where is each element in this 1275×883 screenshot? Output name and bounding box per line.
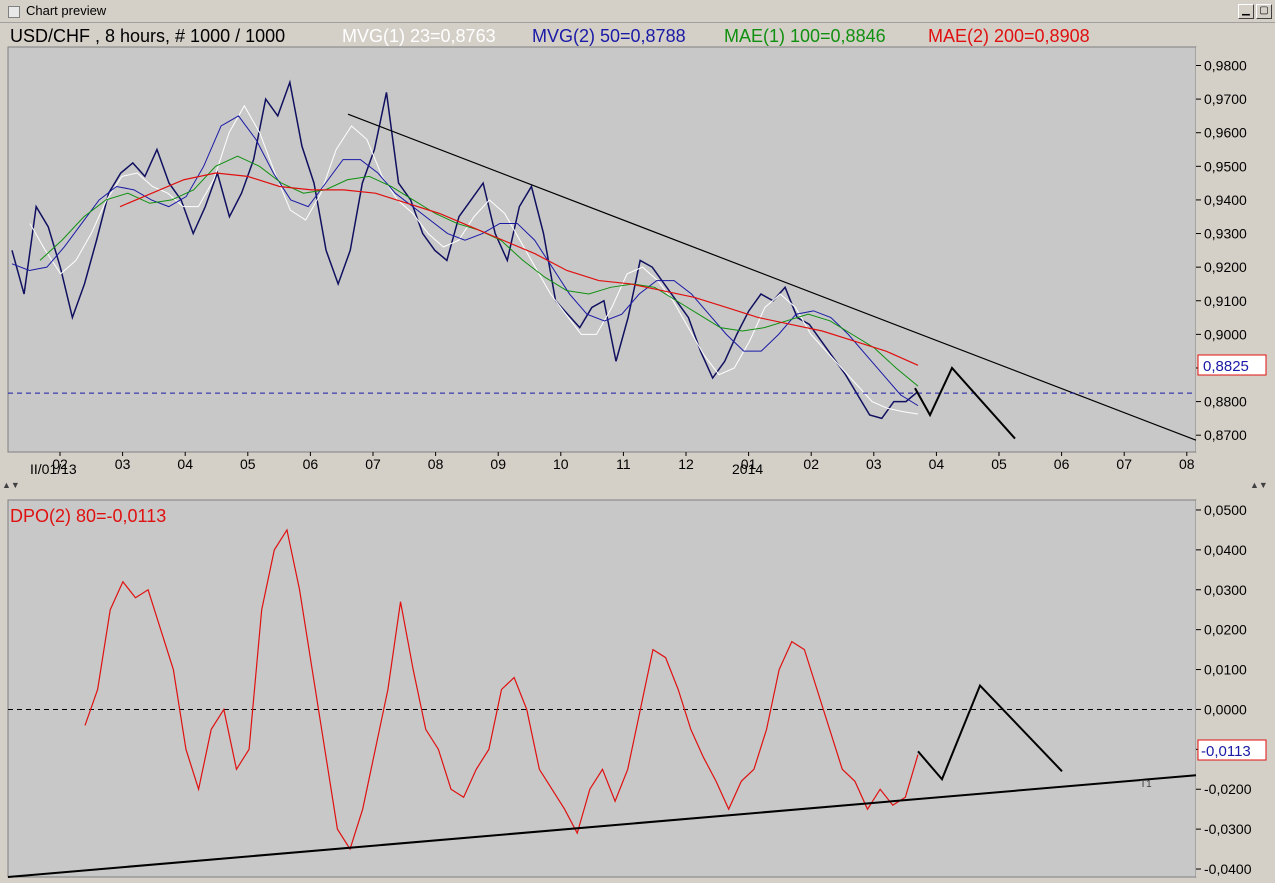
bottom-panel-plot: [7, 499, 1197, 878]
y-tick-label: 0,9500: [1204, 158, 1247, 174]
panel-splitter[interactable]: [0, 478, 1275, 496]
y-tick-label: 0,9800: [1204, 57, 1247, 73]
x-tick-label: 08: [1179, 456, 1195, 472]
series-line: [11, 115, 919, 407]
x-tick-label: 04: [929, 456, 945, 472]
x-tick-label: 06: [303, 456, 319, 472]
series-line: [11, 79, 919, 420]
year-label: 2014: [732, 461, 763, 477]
top-panel-header: USD/CHF , 8 hours, # 1000 / 1000: [10, 26, 285, 46]
splitter-collapse-icon[interactable]: ▲▼: [2, 480, 20, 490]
price-label: 0,8825: [1203, 358, 1249, 375]
x-tick-label: 04: [177, 456, 193, 472]
x-tick-label: 12: [678, 456, 694, 472]
series-line: [84, 528, 919, 851]
series-line: [119, 172, 919, 366]
indicator-mvg2-label: MVG(2) 50=0,8788: [532, 26, 686, 46]
projection-line: [914, 366, 1016, 440]
top-series: [8, 79, 1197, 441]
dpo-value-label: -0,0113: [1201, 743, 1251, 760]
bottom-series: [7, 528, 1197, 878]
bottom-panel-header: DPO(2) 80=-0,0113: [10, 506, 166, 526]
window-title: Chart preview: [26, 3, 107, 18]
x-tick-label: 06: [1054, 456, 1070, 472]
y-tick-label: 0,9100: [1204, 293, 1247, 309]
x-tick-label: 05: [240, 456, 256, 472]
projection-line: [917, 683, 1063, 782]
y-tick-label: 0,0100: [1204, 662, 1247, 678]
indicator-mae2-label: MAE(2) 200=0,8908: [928, 26, 1090, 46]
minimize-button[interactable]: ▁: [1238, 4, 1254, 19]
x-tick-label: 05: [991, 456, 1007, 472]
y-tick-label: 0,8700: [1204, 427, 1247, 443]
bottom-y-axis: [1196, 500, 1275, 877]
splitter-expand-icon[interactable]: ▲▼: [1250, 480, 1268, 490]
x-tick-label: 08: [428, 456, 444, 472]
x-tick-label: 01: [741, 456, 757, 472]
window-titlebar: Chart preview ▁ ▢: [0, 0, 1275, 23]
y-tick-label: 0,9200: [1204, 259, 1247, 275]
y-tick-label: 0,9600: [1204, 125, 1247, 141]
y-tick-label: 0,9400: [1204, 192, 1247, 208]
y-tick-label: 0,0000: [1204, 701, 1247, 717]
y-tick-label: -0,0300: [1204, 821, 1252, 837]
top-panel-plot: [7, 46, 1197, 453]
y-tick-label: 0,0300: [1204, 582, 1247, 598]
x-tick-label: 07: [365, 456, 381, 472]
trendline-label: T1: [1140, 779, 1152, 790]
app-icon: [8, 6, 20, 18]
x-tick-label: 02: [52, 456, 68, 472]
x-tick-label: 03: [866, 456, 882, 472]
y-tick-label: 0,8800: [1204, 394, 1247, 410]
x-tick-label: 11: [616, 456, 631, 472]
top-y-axis: [1196, 47, 1275, 452]
y-tick-label: 0,0400: [1204, 542, 1247, 558]
y-tick-label: -0,0400: [1204, 861, 1252, 877]
x-tick-label: 07: [1116, 456, 1132, 472]
y-tick-label: 0,0500: [1204, 502, 1247, 518]
bottom-y-ticks: -0,0400-0,0300-0,0200-0,01000,00000,0100…: [1196, 502, 1252, 877]
y-tick-label: 0,0200: [1204, 622, 1247, 638]
y-tick-label: 0,9000: [1204, 326, 1247, 342]
dpo-value-box: [1197, 739, 1267, 761]
y-tick-label: 0,9700: [1204, 91, 1247, 107]
trendline: [347, 113, 1197, 441]
series-line: [29, 104, 919, 415]
x-tick-label: 09: [490, 456, 506, 472]
indicator-mae1-label: MAE(1) 100=0,8846: [724, 26, 886, 46]
x-tick-label: 02: [803, 456, 819, 472]
date-label: II/01/13: [30, 461, 77, 477]
top-x-ticks: 02 03 04 05 06 07 08 09 10 11 12 01 02 03 04 05 06 07 08: [52, 452, 1195, 472]
chart-area: ▲▼ ▲▼ USD/CHF , 8 hours, # 1000 / 1000 M…: [0, 26, 1275, 878]
indicator-mvg1-label: MVG(1) 23=0,8763: [342, 26, 496, 46]
x-tick-label: 10: [553, 456, 569, 472]
y-tick-label: -0,0200: [1204, 781, 1252, 797]
y-tick-label: 0,9300: [1204, 226, 1247, 242]
price-label-box: [1197, 354, 1267, 376]
trendline: [7, 774, 1197, 878]
x-tick-label: 03: [115, 456, 131, 472]
maximize-button[interactable]: ▢: [1256, 4, 1272, 19]
